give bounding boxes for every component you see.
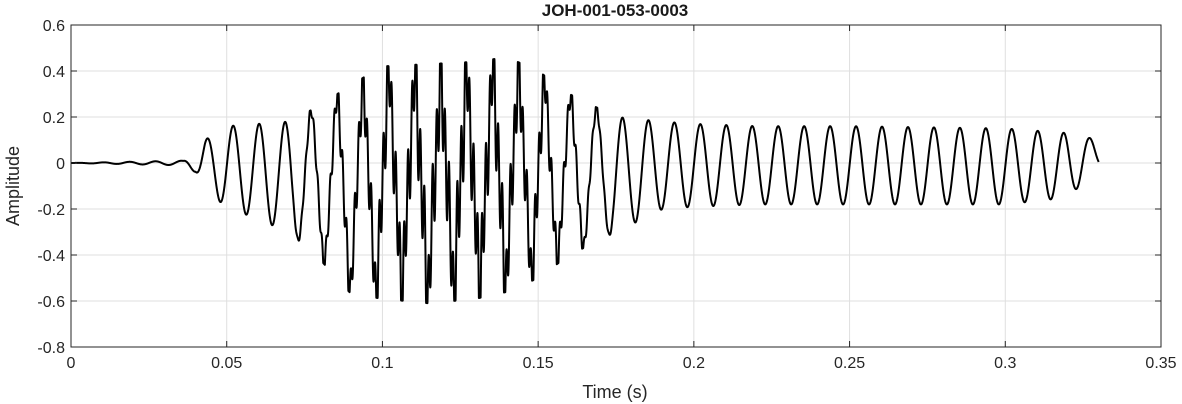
x-tick-label: 0.25 [834,355,865,372]
x-tick-label: 0.05 [211,355,242,372]
x-axis-label: Time (s) [582,382,647,402]
x-tick-label: 0 [67,355,76,372]
y-tick-label: -0.4 [37,248,65,265]
y-tick-label: -0.8 [37,340,65,357]
y-tick-label: 0.4 [43,64,65,81]
x-tick-label: 0.15 [523,355,554,372]
x-axis: 0 0.05 0.1 0.15 0.2 0.25 0.3 0.35 [67,25,1177,372]
x-tick-label: 0.3 [994,355,1016,372]
x-tick-label: 0.35 [1145,355,1176,372]
y-tick-label: 0.2 [43,110,65,127]
x-tick-label: 0.2 [683,355,705,372]
plot-area [70,58,1100,305]
y-tick-label: -0.6 [37,294,65,311]
y-tick-label: -0.2 [37,202,65,219]
axes-frame [70,24,1162,348]
y-tick-label: 0 [56,156,65,173]
waveform-line [70,58,1100,305]
chart-title: JOH-001-053-0003 [542,1,688,20]
y-axis: -0.8 -0.6 -0.4 -0.2 0 0.2 0.4 0.6 [37,18,1161,357]
x-tick-label: 0.1 [371,355,393,372]
y-axis-label: Amplitude [3,146,23,226]
y-tick-label: 0.6 [43,18,65,35]
